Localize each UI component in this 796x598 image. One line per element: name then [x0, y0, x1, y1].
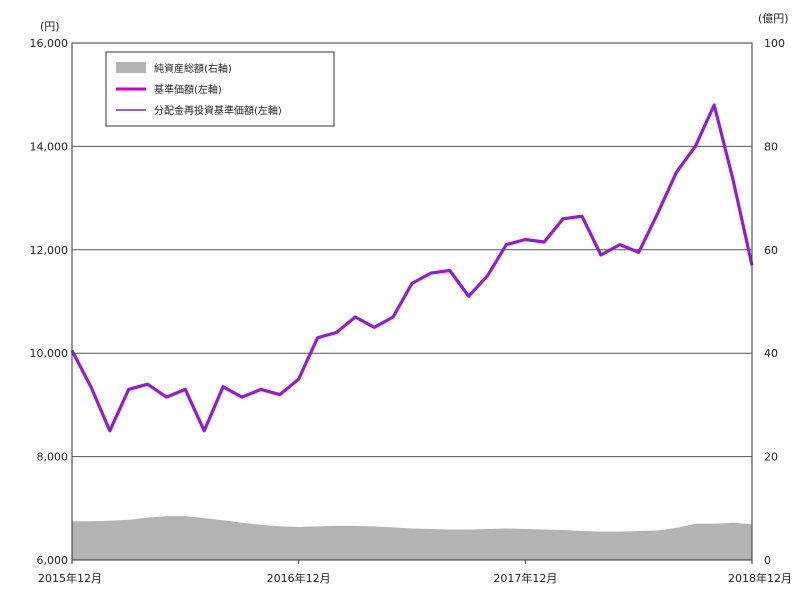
x-tick-label: 2017年12月 [493, 571, 557, 585]
x-tick-label: 2015年12月 [38, 571, 102, 585]
x-tick-label: 2016年12月 [267, 571, 331, 585]
series-line-1 [70, 103, 754, 433]
right-tick-label: 100 [764, 37, 785, 50]
left-tick-label: 14,000 [30, 140, 69, 153]
right-tick-label: 0 [764, 554, 771, 567]
left-tick-label: 16,000 [30, 37, 69, 50]
legend-label: 基準価額(左軸) [154, 83, 222, 96]
plot-frame [71, 42, 753, 561]
right-tick-label: 60 [764, 244, 778, 257]
right-tick-label: 40 [764, 347, 778, 360]
legend-label: 分配金再投資基準価額(左軸) [154, 104, 282, 117]
right-tick-label: 80 [764, 140, 778, 153]
legend: 純資産総額(右軸) 基準価額(左軸) 分配金再投資基準価額(左軸) [105, 51, 335, 127]
x-tick-label: 2018年12月 [728, 571, 792, 585]
left-tick-label: 8,000 [37, 451, 69, 464]
legend-swatch [116, 62, 146, 73]
line-layer [70, 103, 754, 433]
left-axis-ticks: 6,000 8,000 10,000 12,000 14,000 16,000 [30, 37, 69, 567]
series-area-net-assets [72, 516, 752, 560]
left-axis-unit: (円) [40, 20, 60, 33]
right-axis-unit: (億円) [758, 12, 789, 25]
left-tick-label: 10,000 [30, 347, 69, 360]
x-axis-ticks: 2015年12月 2016年12月 2017年12月 2018年12月 [38, 560, 792, 585]
series-line-2 [71, 104, 753, 432]
right-axis-ticks: 0 20 40 60 80 100 [764, 37, 785, 567]
area-layer [72, 516, 752, 560]
left-tick-label: 12,000 [30, 244, 69, 257]
right-tick-label: 20 [764, 451, 778, 464]
legend-label: 純資産総額(右軸) [154, 62, 232, 75]
left-tick-label: 6,000 [37, 554, 69, 567]
